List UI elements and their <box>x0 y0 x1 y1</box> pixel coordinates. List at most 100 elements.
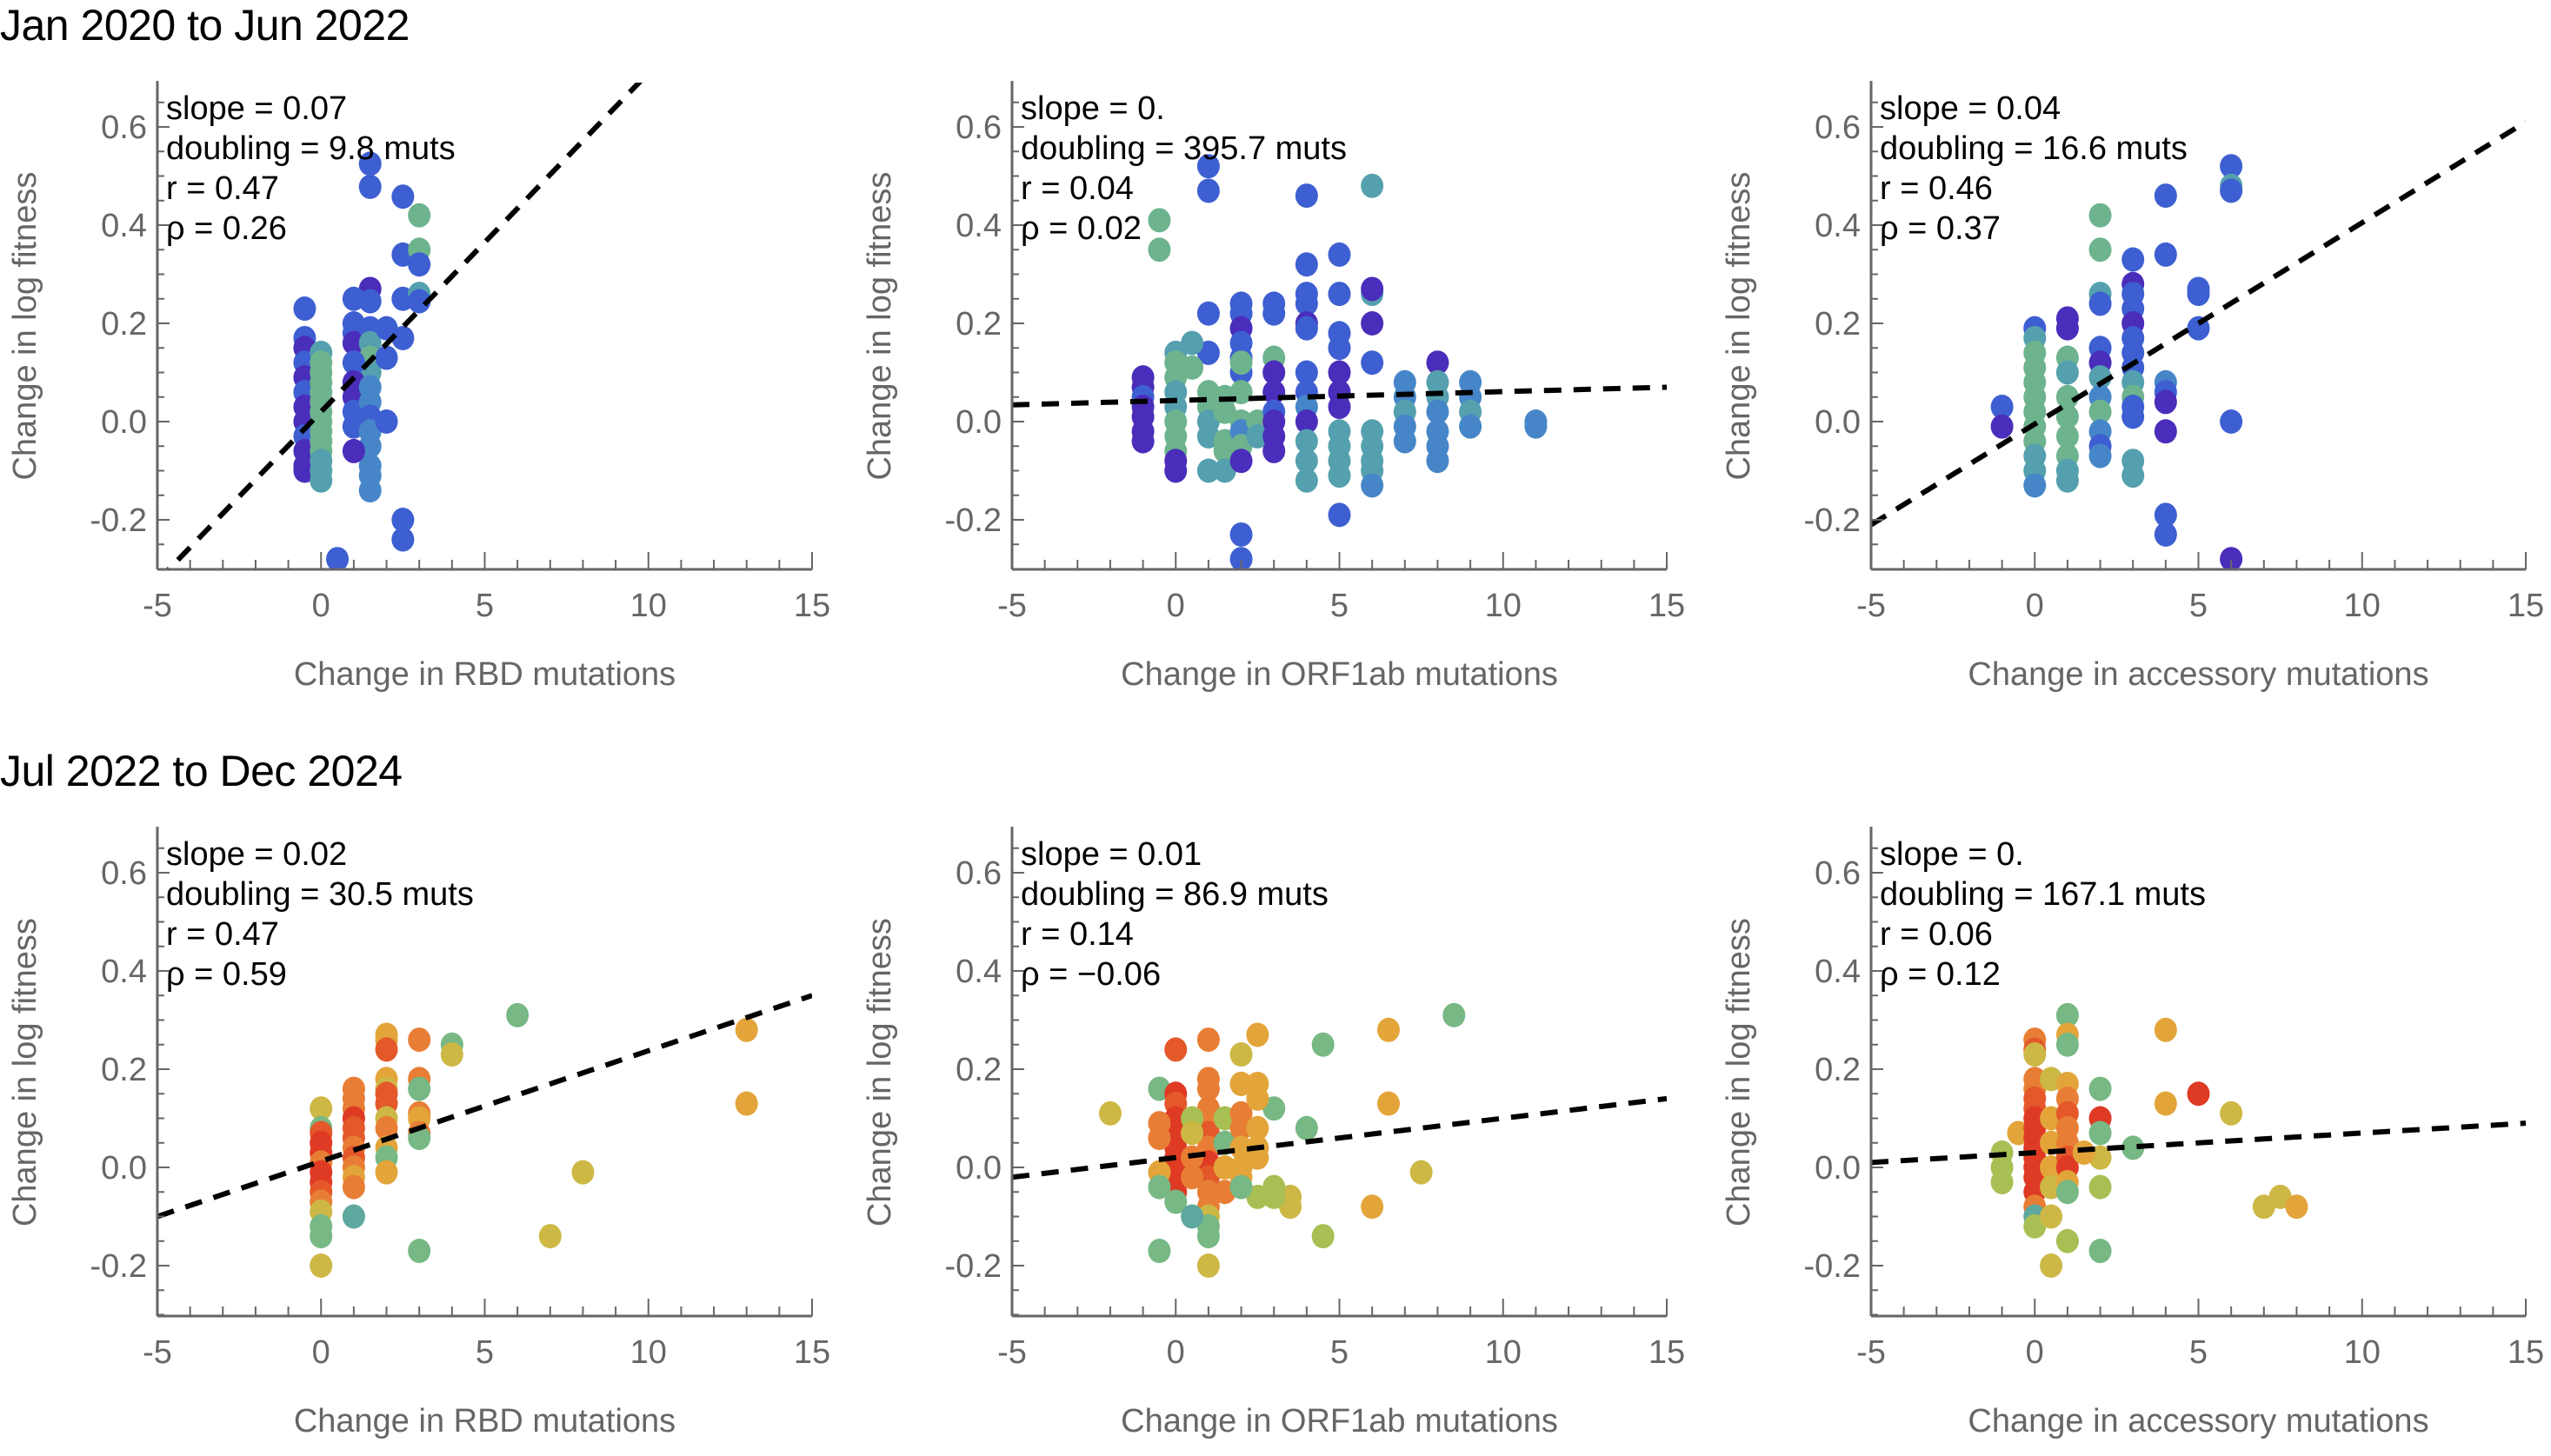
data-point <box>2154 242 2177 267</box>
x-tick-label: 10 <box>2344 588 2381 624</box>
y-tick-label: 0.2 <box>1815 1052 1861 1088</box>
data-point <box>2088 1120 2112 1146</box>
y-tick-label: -0.2 <box>90 502 147 539</box>
data-point <box>2154 389 2177 415</box>
data-point <box>2055 1032 2079 1057</box>
fit-line <box>1871 119 2526 528</box>
data-point <box>1295 316 1318 341</box>
y-tick-label: 0.0 <box>956 404 1002 441</box>
y-axis-label: Change in log fitness <box>7 918 43 1227</box>
x-axis-label: Change in ORF1ab mutations <box>1121 1403 1558 1439</box>
data-point <box>538 1224 562 1249</box>
y-tick-label: 0.6 <box>956 855 1002 892</box>
data-points <box>293 151 431 569</box>
data-point <box>735 1091 758 1116</box>
data-point <box>1181 1204 1204 1229</box>
data-point <box>1181 330 1204 356</box>
scatter-panel-0-2: -5 0 5 10 15 -0.2 0.0 0.2 0.4 0.6 Change in access… <box>1721 81 2544 693</box>
x-tick-label: 5 <box>1330 588 1349 624</box>
stats-line: slope = 0.07 <box>166 90 347 127</box>
data-point <box>1990 1169 2014 1194</box>
data-point <box>1131 429 1155 454</box>
data-point <box>1262 438 1286 463</box>
y-tick-label: 0.6 <box>1815 855 1861 892</box>
x-tick-label: 0 <box>2026 588 2044 624</box>
y-tick-label: -0.2 <box>90 1248 147 1285</box>
data-point <box>2220 154 2243 179</box>
data-point <box>1262 1184 1286 1209</box>
x-tick-label: 5 <box>476 1334 494 1371</box>
scatter-panel-0-1: -5 0 5 10 15 -0.2 0.0 0.2 0.4 0.6 Change in ORF1ab… <box>862 81 1685 693</box>
data-point <box>1426 399 1449 424</box>
data-point <box>2023 1042 2047 1067</box>
x-tick-label: -5 <box>143 588 172 624</box>
data-point <box>1295 183 1318 209</box>
data-point <box>310 1096 333 1121</box>
x-tick-label: 0 <box>312 1334 330 1371</box>
data-point <box>2055 1002 2079 1027</box>
y-tick-label: 0.6 <box>101 855 147 892</box>
data-point <box>1409 1160 1433 1185</box>
data-point <box>1426 350 1449 376</box>
stats-line: r = 0.47 <box>166 916 279 953</box>
data-point <box>440 1042 463 1067</box>
data-point <box>2121 247 2145 272</box>
data-points <box>1990 154 2243 569</box>
data-point <box>1311 1032 1335 1057</box>
data-point <box>2055 468 2079 493</box>
fit-line <box>1012 1095 1667 1180</box>
stats-line: slope = 0.02 <box>166 836 347 873</box>
x-tick-label: 15 <box>1648 1334 1685 1371</box>
data-point <box>2187 1081 2210 1107</box>
stats-line: slope = 0.04 <box>1880 90 2061 127</box>
data-point <box>1328 463 1351 489</box>
data-point <box>2088 443 2112 469</box>
data-point <box>2121 1135 2145 1160</box>
data-point <box>1229 350 1253 376</box>
data-point <box>1196 178 1220 203</box>
data-point <box>342 350 365 376</box>
x-tick-label: 0 <box>1167 1334 1185 1371</box>
data-point <box>293 296 316 322</box>
data-point <box>1361 173 1384 198</box>
stats-line: slope = 0. <box>1021 90 1165 127</box>
y-tick-label: 0.2 <box>101 306 147 342</box>
data-point <box>310 1253 333 1278</box>
data-point <box>1181 355 1204 380</box>
data-point <box>1295 1115 1318 1140</box>
data-point <box>2088 203 2112 228</box>
data-point <box>2154 183 2177 209</box>
stats-line: ρ = 0.59 <box>166 956 287 993</box>
fit-line <box>157 993 812 1220</box>
scatter-panel-1-1: -5 0 5 10 15 -0.2 0.0 0.2 0.4 0.6 Change in ORF1ab… <box>862 827 1685 1439</box>
data-point <box>2154 502 2177 528</box>
x-tick-label: -5 <box>143 1334 172 1371</box>
data-point <box>1196 301 1220 326</box>
data-point <box>1229 547 1253 569</box>
data-point <box>2220 547 2243 569</box>
data-point <box>408 289 431 314</box>
data-point <box>408 1076 431 1101</box>
y-axis-label: Change in log fitness <box>7 172 43 481</box>
data-point <box>1524 414 1548 439</box>
data-point <box>2088 1076 2112 1101</box>
stats-line: ρ = 0.26 <box>166 210 287 247</box>
data-point <box>2154 419 2177 444</box>
data-point <box>1196 1253 1220 1278</box>
stats-line: ρ = 0.02 <box>1021 210 1142 247</box>
data-point <box>1328 282 1351 307</box>
data-point <box>342 286 365 311</box>
data-point <box>1148 1239 1171 1264</box>
data-point <box>2220 178 2243 203</box>
data-point <box>1229 1115 1253 1140</box>
data-point <box>1328 502 1351 528</box>
stats-line: slope = 0. <box>1880 836 2024 873</box>
data-point <box>375 1160 398 1185</box>
stats-line: doubling = 395.7 muts <box>1021 130 1347 167</box>
fit-line <box>1871 1120 2526 1166</box>
y-tick-label: -0.2 <box>945 1248 1002 1285</box>
data-point <box>2220 409 2243 434</box>
y-axis-label: Change in log fitness <box>862 172 898 481</box>
y-tick-label: 0.6 <box>956 110 1002 146</box>
data-point <box>2285 1194 2308 1220</box>
